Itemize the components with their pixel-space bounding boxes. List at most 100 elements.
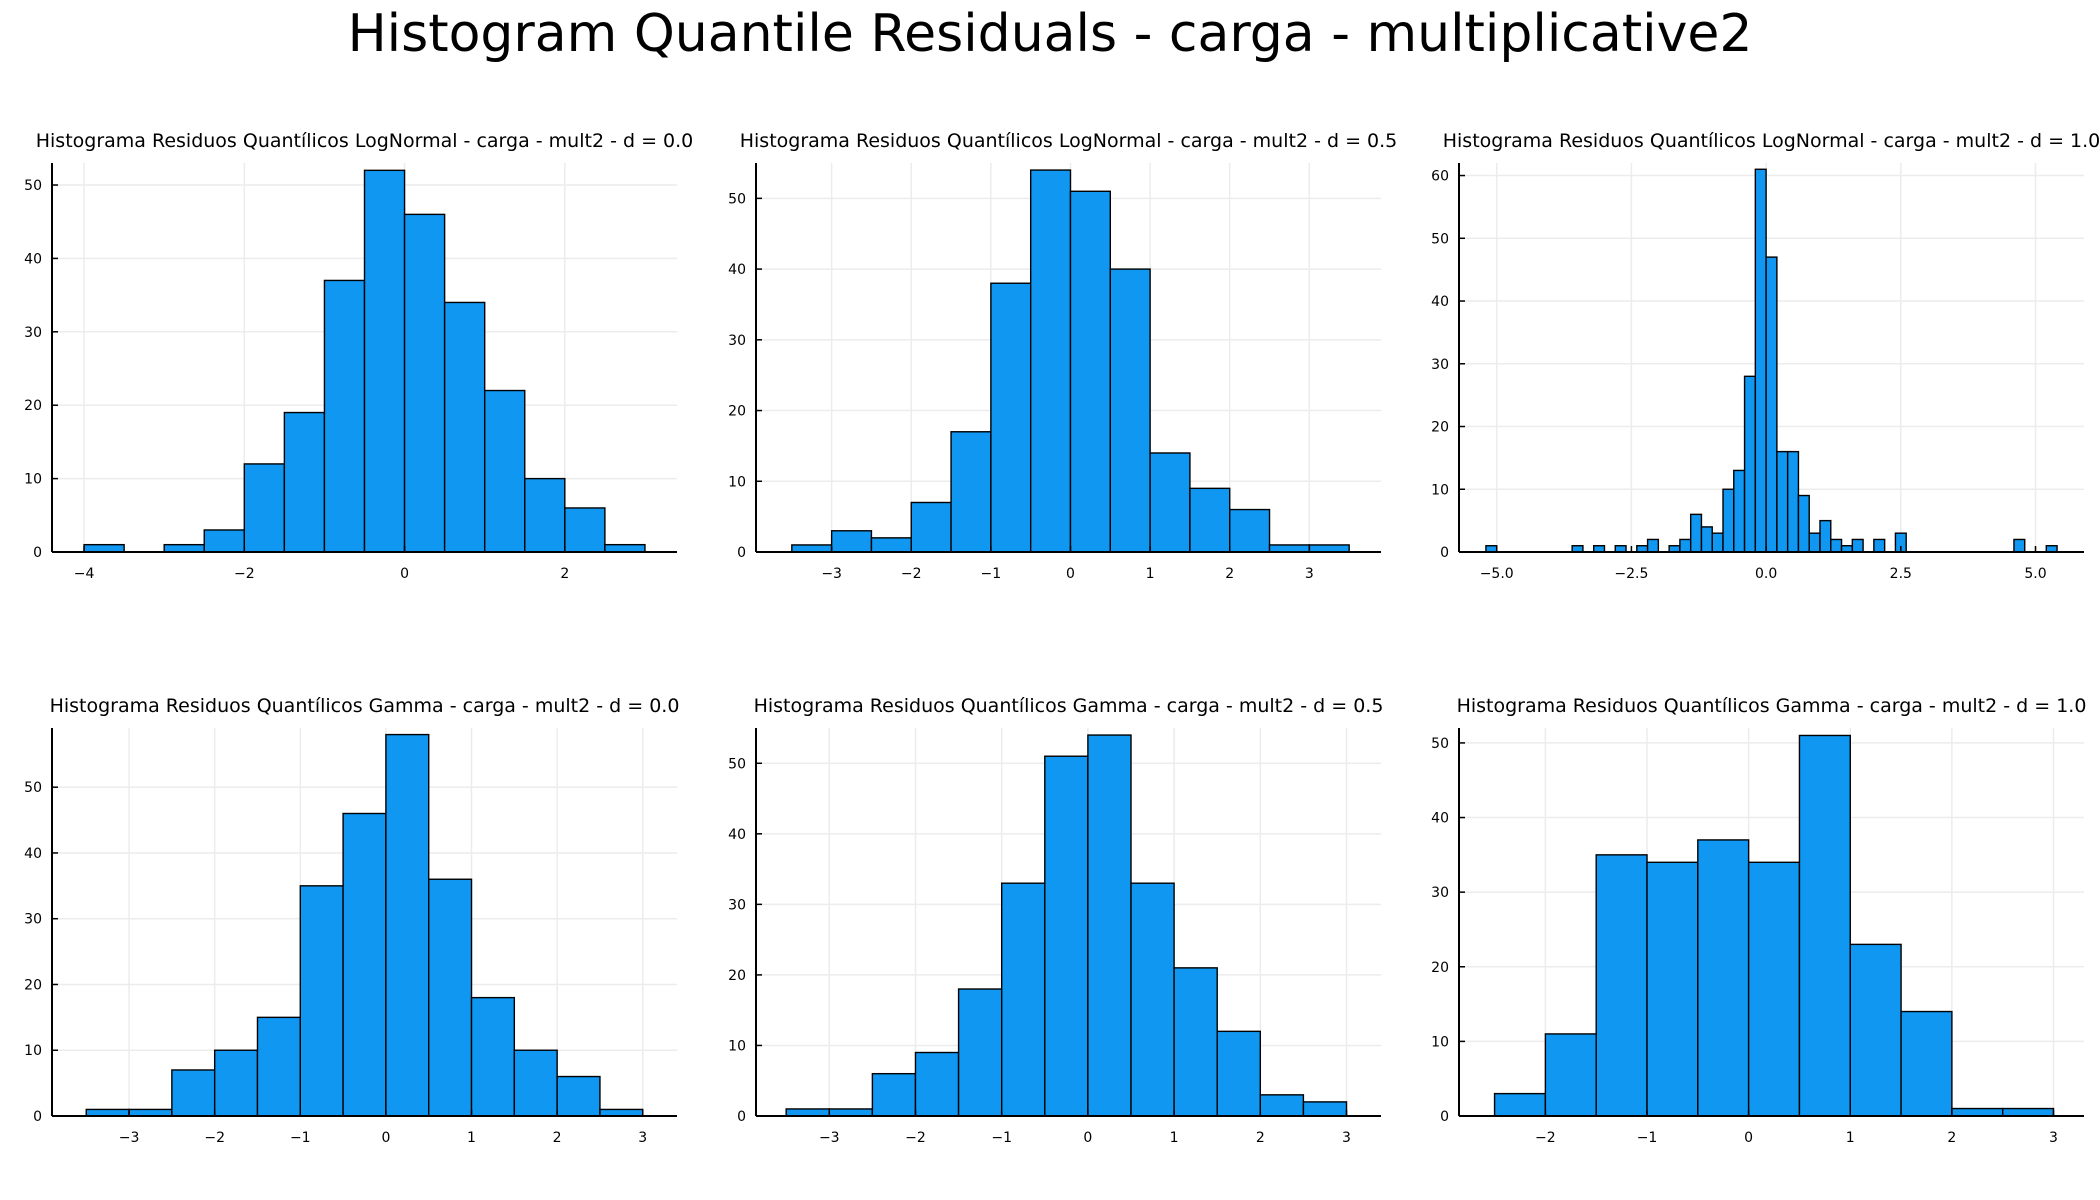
- x-tick-label: −1: [981, 566, 1002, 582]
- histogram-bar: [1087, 734, 1132, 1117]
- y-tick-label: 30: [728, 333, 746, 349]
- histogram-bar: [1109, 268, 1151, 553]
- y-tick-label: 10: [24, 472, 42, 488]
- y-tick-label: 10: [1431, 482, 1449, 498]
- histogram-bar: [1747, 861, 1801, 1117]
- histogram-bar: [556, 1075, 601, 1117]
- histogram-panel: −5.0 −2.5 0.0 2.5 5.0 0 10 20 30 40 50 60 Histograma…: [1431, 130, 2100, 582]
- histogram-bar: [830, 530, 873, 553]
- x-tick-label: −3: [119, 1130, 140, 1146]
- histogram-bar: [1951, 1107, 2004, 1117]
- histogram-bar: [470, 996, 516, 1117]
- x-tick-label: −5.0: [1480, 566, 1514, 582]
- x-tick-label: 0.0: [1755, 566, 1777, 582]
- y-tick-label: 0: [737, 1109, 746, 1125]
- histogram-bar: [163, 543, 205, 553]
- panel-title: Histograma Residuos Quantílicos Gamma - …: [50, 695, 680, 717]
- histogram-bar: [363, 169, 406, 553]
- histogram-bar: [1743, 375, 1757, 553]
- histogram-bar: [1679, 538, 1692, 553]
- histogram-bar: [1216, 1030, 1262, 1117]
- histogram-bar: [1819, 519, 1832, 553]
- x-tick-label: 2: [553, 1130, 562, 1146]
- histogram-bar: [299, 885, 344, 1117]
- x-tick-label: −1: [290, 1130, 311, 1146]
- y-tick-label: 50: [728, 191, 746, 207]
- histogram-bar: [1754, 168, 1767, 553]
- x-tick-label: −1: [991, 1130, 1012, 1146]
- histogram-bar: [870, 537, 912, 553]
- histogram-bar: [1259, 1094, 1305, 1117]
- x-tick-label: 2: [1225, 566, 1234, 582]
- histogram-bar: [604, 543, 646, 553]
- y-tick-label: 40: [728, 827, 746, 843]
- x-tick-label: −2: [901, 566, 922, 582]
- y-tick-label: 20: [24, 398, 42, 414]
- x-tick-label: −1: [1637, 1130, 1658, 1146]
- y-tick-label: 40: [1431, 811, 1449, 827]
- histogram-bar: [1044, 755, 1089, 1117]
- histogram-bar: [1130, 882, 1175, 1117]
- figure-title: Histogram Quantile Residuals - carga - m…: [347, 4, 1753, 64]
- histogram-bar: [483, 389, 526, 553]
- histogram-bar: [1149, 452, 1191, 553]
- histogram-bar: [342, 812, 387, 1117]
- histogram-bar: [1189, 487, 1231, 553]
- histogram-bar: [1786, 450, 1800, 553]
- x-tick-label: 1: [1846, 1130, 1855, 1146]
- histogram-bar: [1069, 190, 1111, 553]
- histogram-bar: [990, 282, 1032, 553]
- y-tick-label: 0: [33, 545, 42, 561]
- histogram-bar: [1268, 544, 1311, 553]
- y-tick-label: 20: [728, 968, 746, 984]
- panel-title: Histograma Residuos Quantílicos LogNorma…: [36, 130, 694, 152]
- y-tick-label: 50: [1431, 231, 1449, 247]
- y-tick-label: 50: [24, 178, 42, 194]
- histogram-bar: [1851, 538, 1864, 553]
- histogram-bar: [1765, 256, 1778, 553]
- x-tick-label: 1: [467, 1130, 476, 1146]
- histogram-bar: [243, 463, 286, 553]
- y-tick-label: 60: [1431, 169, 1449, 185]
- x-tick-label: 1: [1146, 566, 1155, 582]
- x-tick-label: −2: [1535, 1130, 1556, 1146]
- y-tick-label: 50: [24, 780, 42, 796]
- histogram-bar: [513, 1049, 558, 1117]
- x-tick-label: 0: [381, 1130, 390, 1146]
- y-tick-label: 0: [1440, 1109, 1449, 1125]
- histogram-bar: [1697, 839, 1750, 1117]
- histogram-bar: [1733, 469, 1746, 553]
- x-tick-label: 1: [1170, 1130, 1179, 1146]
- histogram-bar: [1830, 538, 1843, 553]
- x-tick-label: 2: [1256, 1130, 1265, 1146]
- histogram-bar: [1873, 538, 1886, 553]
- histogram-bar: [1229, 508, 1271, 553]
- y-tick-label: 50: [1431, 736, 1449, 752]
- y-tick-label: 0: [33, 1109, 42, 1125]
- x-tick-label: −2: [204, 1130, 225, 1146]
- histogram-bar: [83, 543, 125, 553]
- histogram-bar: [1646, 538, 1660, 553]
- histogram-bar: [1493, 1092, 1547, 1117]
- x-tick-label: −4: [74, 566, 95, 582]
- y-tick-label: 30: [24, 325, 42, 341]
- y-tick-label: 10: [1431, 1034, 1449, 1050]
- histogram-bar: [1722, 488, 1735, 553]
- histogram-bar: [914, 1051, 960, 1117]
- histogram-bar: [171, 1069, 216, 1117]
- histogram-bar: [957, 988, 1003, 1117]
- x-tick-label: 3: [2049, 1130, 2058, 1146]
- histogram-bar: [1173, 967, 1218, 1117]
- x-tick-label: 3: [1305, 566, 1314, 582]
- x-tick-label: 0: [400, 566, 409, 582]
- histogram-bar: [1849, 943, 1902, 1117]
- histogram-bar: [564, 507, 606, 553]
- histogram-bar: [1308, 544, 1350, 553]
- histogram-bar: [1776, 450, 1789, 553]
- histogram-bar: [1700, 526, 1713, 553]
- x-tick-label: 5.0: [2024, 566, 2046, 582]
- histogram-bar: [828, 1108, 874, 1117]
- histogram-bar: [428, 878, 473, 1117]
- histogram-bar: [1808, 532, 1821, 553]
